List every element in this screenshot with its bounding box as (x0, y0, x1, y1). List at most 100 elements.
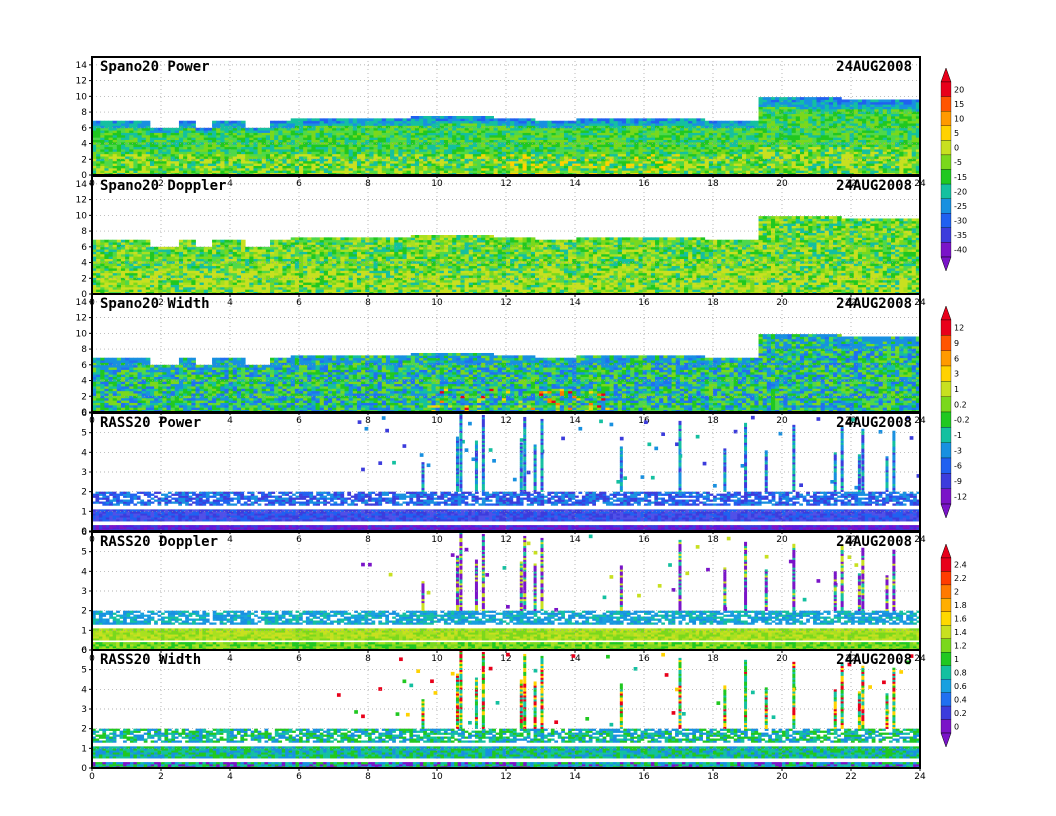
heatmap-cell (779, 114, 784, 117)
heatmap-cell (912, 109, 917, 112)
heatmap-cell (788, 144, 793, 147)
heatmap-cell (858, 163, 863, 166)
heatmap-cell (154, 163, 159, 166)
heatmap-cell (825, 163, 830, 166)
heatmap-cell (535, 170, 540, 173)
heatmap-cell (146, 147, 151, 150)
heatmap-cell (705, 166, 710, 169)
heatmap-cell (779, 125, 784, 128)
heatmap-cell (142, 161, 147, 164)
heatmap-cell (742, 168, 747, 171)
heatmap-cell (680, 151, 685, 154)
heatmap-cell (792, 99, 797, 102)
heatmap-cell (605, 137, 610, 140)
heatmap-cell (349, 158, 354, 161)
heatmap-cell (299, 149, 304, 152)
heatmap-cell (626, 147, 631, 150)
heatmap-cell (154, 137, 159, 140)
heatmap-cell (775, 116, 780, 119)
heatmap-cell (874, 156, 879, 159)
heatmap-cell (253, 163, 258, 166)
heatmap-cell (833, 102, 838, 105)
heatmap-cell (419, 156, 424, 159)
heatmap-cell (125, 168, 130, 171)
heatmap-cell (523, 123, 528, 126)
heatmap-cell (634, 170, 639, 173)
heatmap-cell (109, 156, 114, 159)
heatmap-cell (684, 130, 689, 133)
heatmap-cell (320, 123, 325, 126)
heatmap-cell (345, 133, 350, 136)
heatmap-cell (783, 118, 788, 121)
heatmap-cell (494, 125, 499, 128)
heatmap-cell (734, 128, 739, 131)
heatmap-cell (634, 158, 639, 161)
heatmap-cell (469, 123, 474, 126)
heatmap-cell (456, 149, 461, 152)
heatmap-cell (299, 133, 304, 136)
heatmap-cell (692, 158, 697, 161)
heatmap-cell (585, 140, 590, 143)
heatmap-cell (725, 140, 730, 143)
heatmap-cell (879, 147, 884, 150)
heatmap-cell (183, 144, 188, 147)
heatmap-cell (208, 168, 213, 171)
heatmap-cell (825, 140, 830, 143)
heatmap-cell (593, 144, 598, 147)
heatmap-cell (171, 151, 176, 154)
heatmap-cell (407, 123, 412, 126)
heatmap-cell (763, 135, 768, 138)
heatmap-cell (436, 166, 441, 169)
heatmap-cell (146, 156, 151, 159)
heatmap-cell (245, 142, 250, 145)
heatmap-cell (779, 154, 784, 157)
heatmap-cell (138, 130, 143, 133)
heatmap-cell (788, 156, 793, 159)
heatmap-cell (444, 166, 449, 169)
heatmap-cell (440, 135, 445, 138)
heatmap-cell (560, 151, 565, 154)
heatmap-cell (287, 168, 292, 171)
heatmap-cell (208, 166, 213, 169)
heatmap-cell (804, 166, 809, 169)
heatmap-cell (783, 135, 788, 138)
heatmap-cell (833, 147, 838, 150)
heatmap-cell (253, 151, 258, 154)
heatmap-cell (489, 142, 494, 145)
heatmap-cell (634, 166, 639, 169)
heatmap-cell (601, 154, 606, 157)
heatmap-cell (436, 116, 441, 119)
heatmap-cell (361, 163, 366, 166)
heatmap-cell (531, 149, 536, 152)
heatmap-cell (547, 151, 552, 154)
heatmap-cell (220, 156, 225, 159)
heatmap-cell (659, 154, 664, 157)
heatmap-cell (556, 123, 561, 126)
heatmap-cell (576, 121, 581, 124)
heatmap-cell (895, 116, 900, 119)
heatmap-cell (361, 168, 366, 171)
heatmap-cell (783, 137, 788, 140)
heatmap-cell (353, 170, 358, 173)
heatmap-cell (523, 144, 528, 147)
heatmap-cell (717, 123, 722, 126)
heatmap-cell (589, 130, 594, 133)
heatmap-cell (547, 144, 552, 147)
heatmap-cell (825, 170, 830, 173)
heatmap-cell (788, 111, 793, 114)
heatmap-cell (589, 156, 594, 159)
heatmap-cell (862, 114, 867, 117)
heatmap-cell (651, 154, 656, 157)
heatmap-cell (448, 154, 453, 157)
heatmap-cell (311, 135, 316, 138)
heatmap-cell (837, 99, 842, 102)
heatmap-cell (817, 116, 822, 119)
heatmap-cell (535, 133, 540, 136)
heatmap-cell (481, 166, 486, 169)
heatmap-cell (208, 170, 213, 173)
heatmap-cell (282, 168, 287, 171)
heatmap-cell (403, 149, 408, 152)
heatmap-cell (713, 170, 718, 173)
heatmap-cell (224, 158, 229, 161)
heatmap-cell (734, 154, 739, 157)
